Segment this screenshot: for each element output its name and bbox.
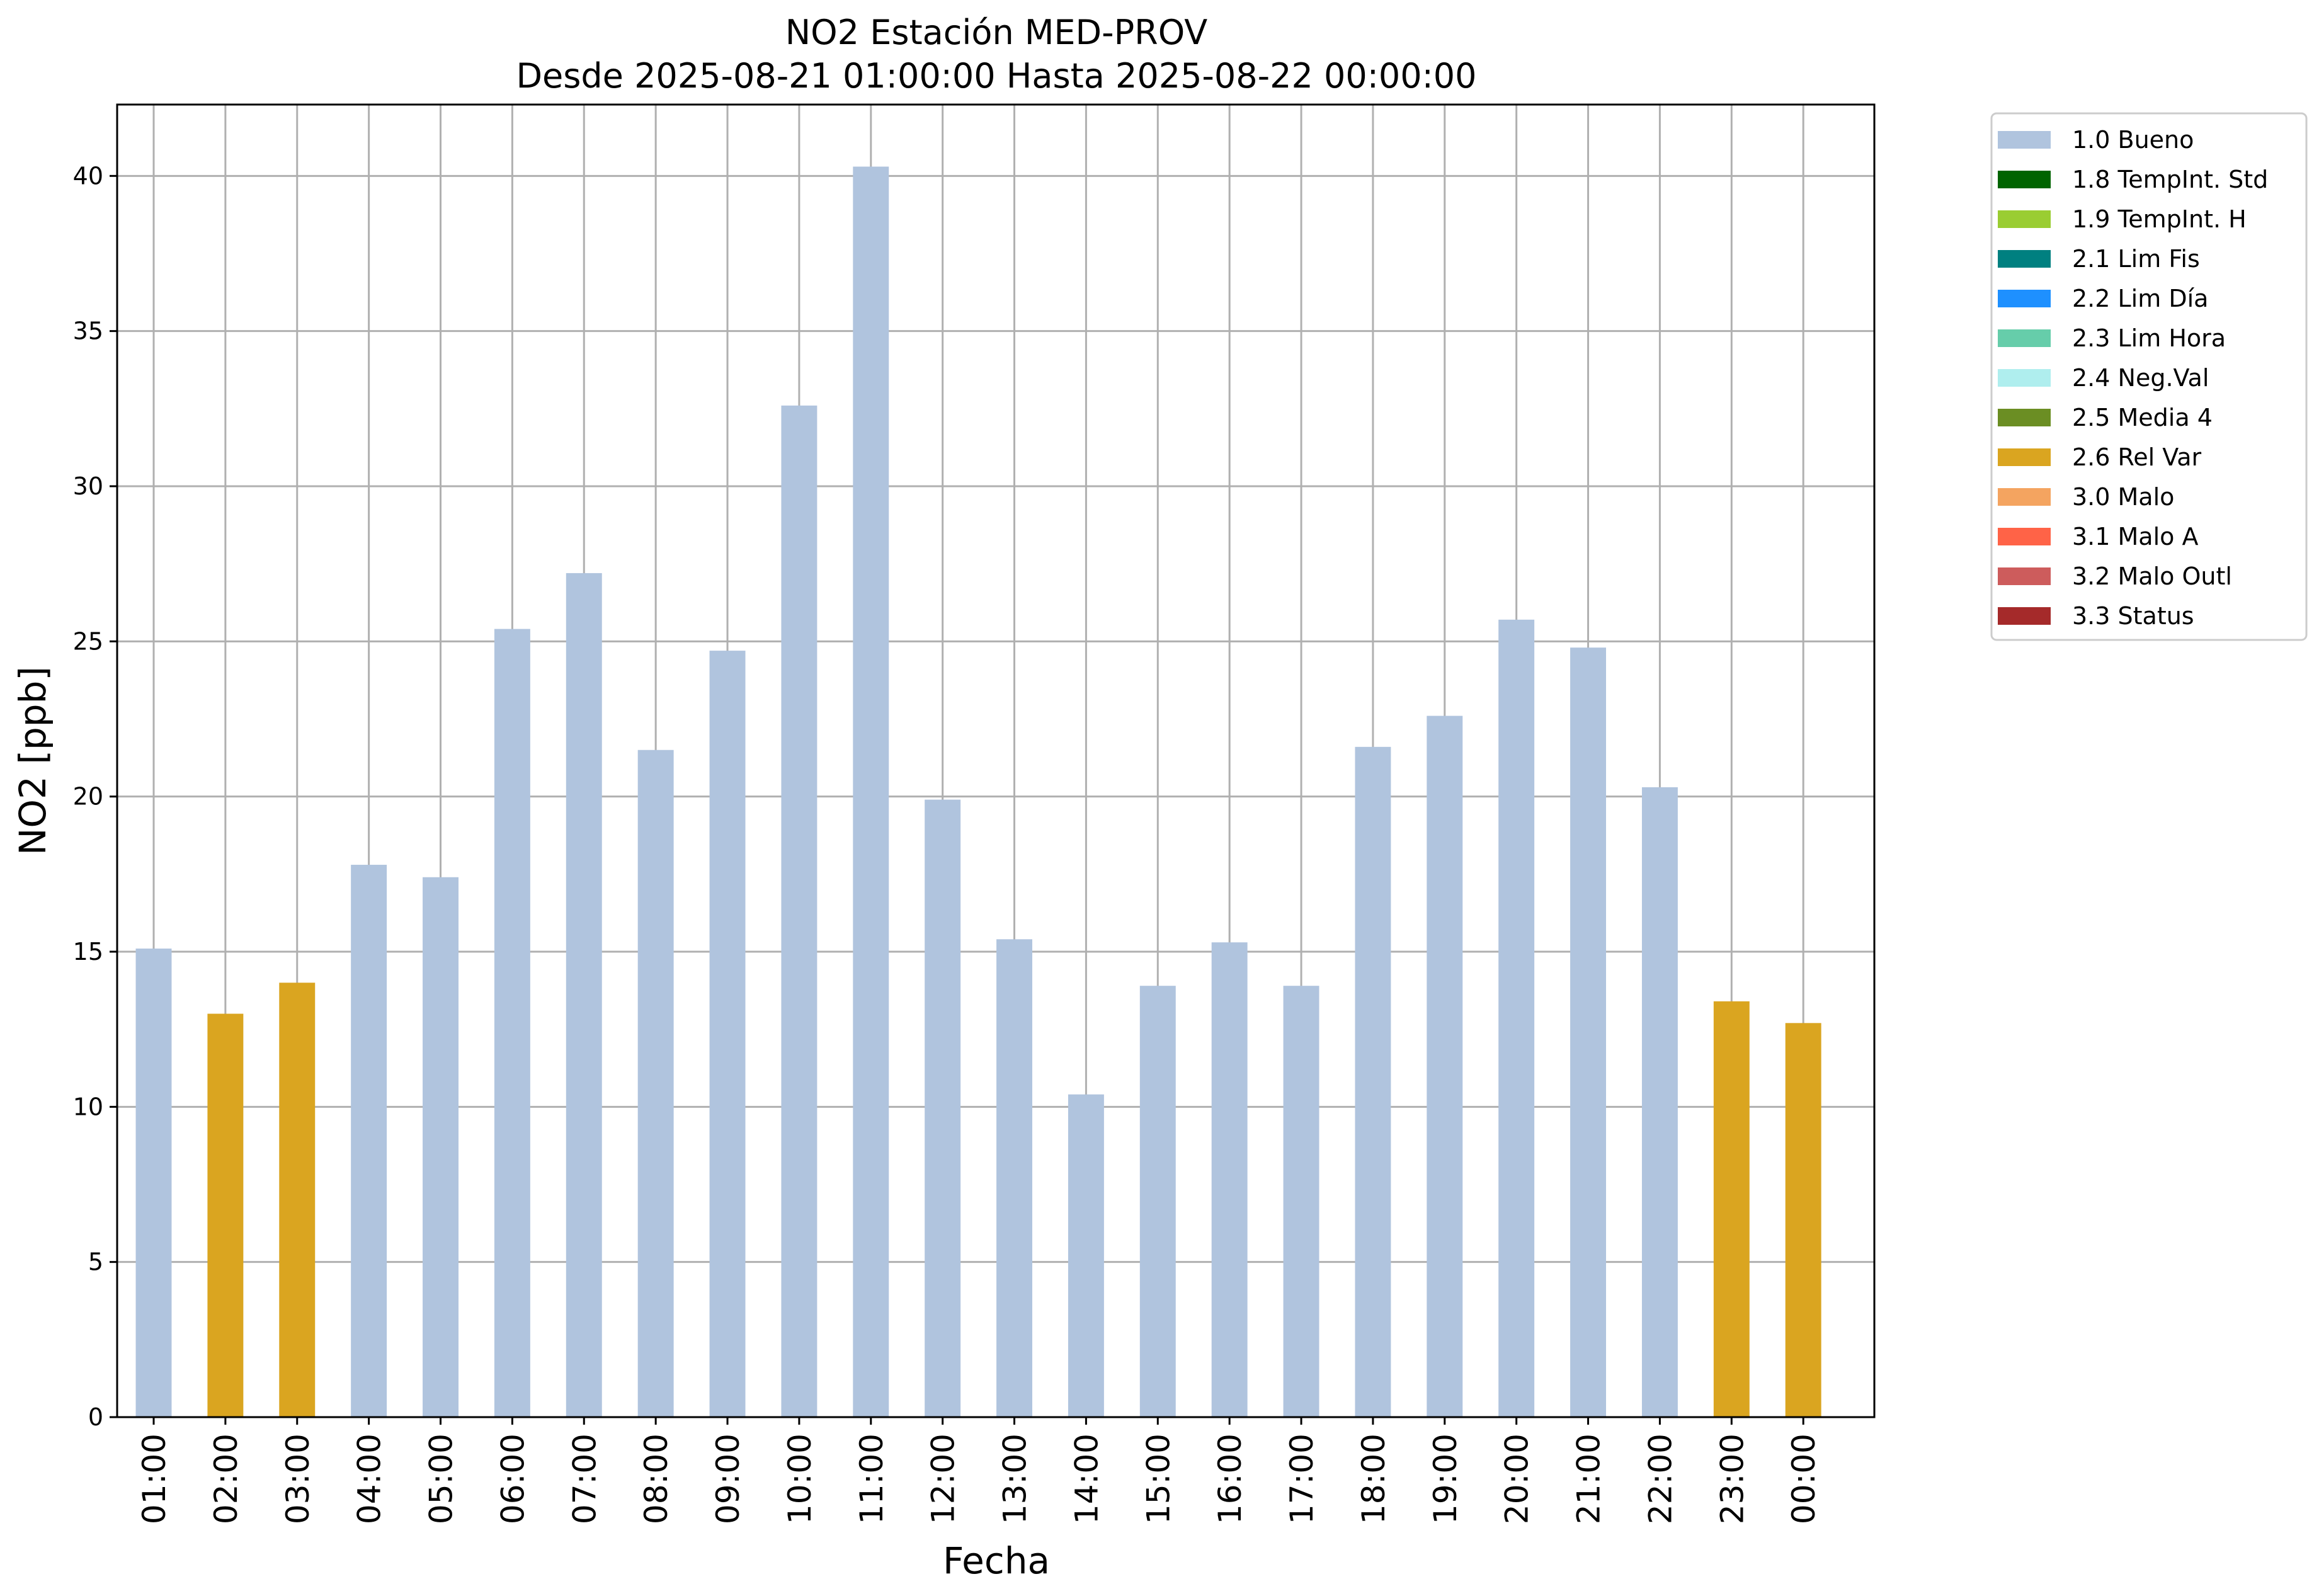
legend-swatch [1998, 567, 2051, 585]
legend-swatch [1998, 409, 2051, 426]
x-tick-label: 10:00 [782, 1434, 818, 1524]
x-tick-label: 01:00 [136, 1434, 173, 1524]
legend-label: 2.1 Lim Fis [2072, 245, 2200, 273]
y-axis-ticks: 0 5 10 15 20 25 30 35 40 [73, 162, 117, 1431]
legend-swatch [1998, 448, 2051, 466]
x-tick-label: 08:00 [638, 1434, 675, 1524]
x-tick-label: 14:00 [1068, 1434, 1105, 1524]
legend-label: 1.9 TempInt. H [2072, 205, 2247, 233]
bar-0500: 05:00: 17.4 [423, 877, 459, 1417]
x-tick-label: 16:00 [1212, 1434, 1248, 1524]
bar-0000: 00:00: 12.7 [1785, 1023, 1821, 1417]
bar-0600: 06:00: 25.4 [494, 629, 530, 1417]
bar-2100: 21:00: 24.8 [1570, 647, 1607, 1417]
x-tick-label: 23:00 [1714, 1434, 1750, 1524]
x-tick-label: 17:00 [1284, 1434, 1320, 1524]
bar-1700: 17:00: 13.9 [1283, 986, 1319, 1417]
y-tick-label: 40 [73, 162, 103, 190]
x-tick-label: 12:00 [925, 1434, 962, 1524]
legend-swatch [1998, 210, 2051, 228]
y-axis-label: NO2 [ppb] [11, 666, 54, 855]
legend: 1.0 Bueno 1.8 TempInt. Std 1.9 TempInt. H 2… [1990, 112, 2308, 641]
legend-swatch [1998, 528, 2051, 545]
legend-label: 1.0 Bueno [2072, 126, 2194, 154]
legend-label: 2.6 Rel Var [2072, 443, 2202, 471]
bar-0700: 07:00: 27.2 [566, 573, 602, 1417]
bar-1800: 18:00: 21.6 [1355, 746, 1391, 1417]
legend-swatch [1998, 171, 2051, 188]
x-tick-label: 05:00 [423, 1434, 460, 1524]
bar-1500: 15:00: 13.9 [1139, 986, 1176, 1417]
bar-0100: 01:00: 15.1 [135, 949, 172, 1417]
legend-label: 2.3 Lim Hora [2072, 324, 2226, 352]
x-tick-label: 15:00 [1140, 1434, 1177, 1524]
bar-1000: 10:00: 32.6 [781, 405, 818, 1417]
y-tick-label: 20 [73, 783, 103, 811]
legend-swatch [1998, 329, 2051, 347]
legend-label: 3.3 Status [2072, 602, 2194, 630]
bar-0800: 08:00: 21.5 [637, 750, 674, 1417]
legend-label: 3.0 Malo [2072, 483, 2174, 511]
legend-label: 2.5 Media 4 [2072, 404, 2213, 431]
legend-swatch [1998, 250, 2051, 268]
x-tick-label: 00:00 [1786, 1434, 1822, 1524]
bar-1200: 12:00: 19.9 [925, 799, 961, 1417]
bars: 01:00: 15.1 02:00: 13 03:00: 14 04:00: 17.8… [135, 166, 1821, 1418]
y-tick-label: 25 [73, 627, 103, 655]
bar-2300: 23:00: 13.4 [1713, 1001, 1750, 1417]
x-tick-label: 19:00 [1427, 1434, 1464, 1524]
legend-swatch [1998, 131, 2051, 149]
legend-label: 2.2 Lim Día [2072, 285, 2208, 312]
x-tick-label: 04:00 [351, 1434, 388, 1524]
bar-1400: 14:00: 10.4 [1068, 1094, 1104, 1417]
x-tick-label: 03:00 [280, 1434, 316, 1524]
bar-1900: 19:00: 22.6 [1427, 715, 1463, 1417]
x-tick-label: 20:00 [1499, 1434, 1536, 1524]
y-tick-label: 0 [88, 1403, 103, 1431]
x-tick-label: 09:00 [710, 1434, 746, 1524]
plot-frame [116, 103, 1876, 1418]
bar-1600: 16:00: 15.3 [1211, 942, 1248, 1417]
legend-swatch [1998, 290, 2051, 307]
y-tick-label: 30 [73, 472, 103, 500]
x-tick-label: 02:00 [208, 1434, 244, 1524]
legend-label: 3.1 Malo A [2072, 523, 2198, 550]
x-tick-label: 06:00 [494, 1434, 531, 1524]
x-axis-label: Fecha [943, 1539, 1050, 1582]
bar-2200: 22:00: 20.3 [1641, 787, 1678, 1417]
bar-0200: 02:00: 13 [207, 1013, 244, 1417]
y-tick-label: 10 [73, 1093, 103, 1120]
bar-1300: 13:00: 15.4 [996, 939, 1032, 1417]
x-axis-ticks: 01:00 02:00 03:00 04:00 05:00 06:00 07:00 08:00… [136, 1417, 1822, 1524]
y-tick-label: 15 [73, 938, 103, 966]
bar-1100: 11:00: 40.3 [853, 166, 889, 1417]
legend-items: 1.0 Bueno 1.8 TempInt. Std 1.9 TempInt. H 2… [1998, 126, 2268, 630]
y-tick-label: 5 [88, 1248, 103, 1276]
legend-label: 2.4 Neg.Val [2072, 364, 2209, 392]
bar-0400: 04:00: 17.8 [351, 865, 387, 1417]
legend-label: 3.2 Malo Outl [2072, 562, 2232, 590]
x-tick-label: 21:00 [1571, 1434, 1607, 1524]
bar-0300: 03:00: 14 [279, 983, 316, 1417]
chart-subtitle: Desde 2025-08-21 01:00:00 Hasta 2025-08-… [516, 56, 1476, 96]
legend-frame [1990, 112, 2308, 641]
chart-title: NO2 Estación MED-PROV [785, 13, 1207, 52]
bar-2000: 20:00: 25.7 [1498, 619, 1535, 1418]
legend-swatch [1998, 488, 2051, 506]
x-tick-label: 11:00 [853, 1434, 890, 1524]
x-tick-label: 07:00 [566, 1434, 603, 1524]
bar-0900: 09:00: 24.7 [709, 651, 746, 1417]
legend-swatch [1998, 607, 2051, 625]
legend-swatch [1998, 369, 2051, 387]
y-tick-label: 35 [73, 317, 103, 345]
legend-label: 1.8 TempInt. Std [2072, 166, 2268, 193]
x-tick-label: 22:00 [1642, 1434, 1678, 1524]
x-tick-label: 18:00 [1355, 1434, 1392, 1524]
x-tick-label: 13:00 [997, 1434, 1034, 1524]
